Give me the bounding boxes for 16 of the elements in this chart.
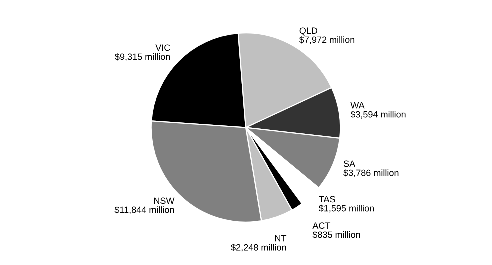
slice-label: ACT <box>312 222 331 230</box>
data-label: $2,248 million <box>231 244 286 252</box>
slice-label: VIC <box>156 44 170 52</box>
slice-label: WA <box>350 102 365 109</box>
slice-label: NT <box>275 235 287 242</box>
data-label: $7,972 million <box>300 36 355 44</box>
slice-label: QLD <box>300 28 318 36</box>
data-label: $1,595 million <box>318 204 374 213</box>
data-label: $11,844 million <box>114 206 174 214</box>
data-label: $835 million <box>312 231 360 239</box>
data-label: $9,315 million <box>115 53 170 62</box>
data-label: $3,594 million <box>350 111 406 119</box>
slice-label: TAS <box>319 196 336 203</box>
slice-label: SA <box>344 160 356 168</box>
slice-label: NSW <box>154 198 175 204</box>
data-label: $3,786 million <box>344 169 399 178</box>
